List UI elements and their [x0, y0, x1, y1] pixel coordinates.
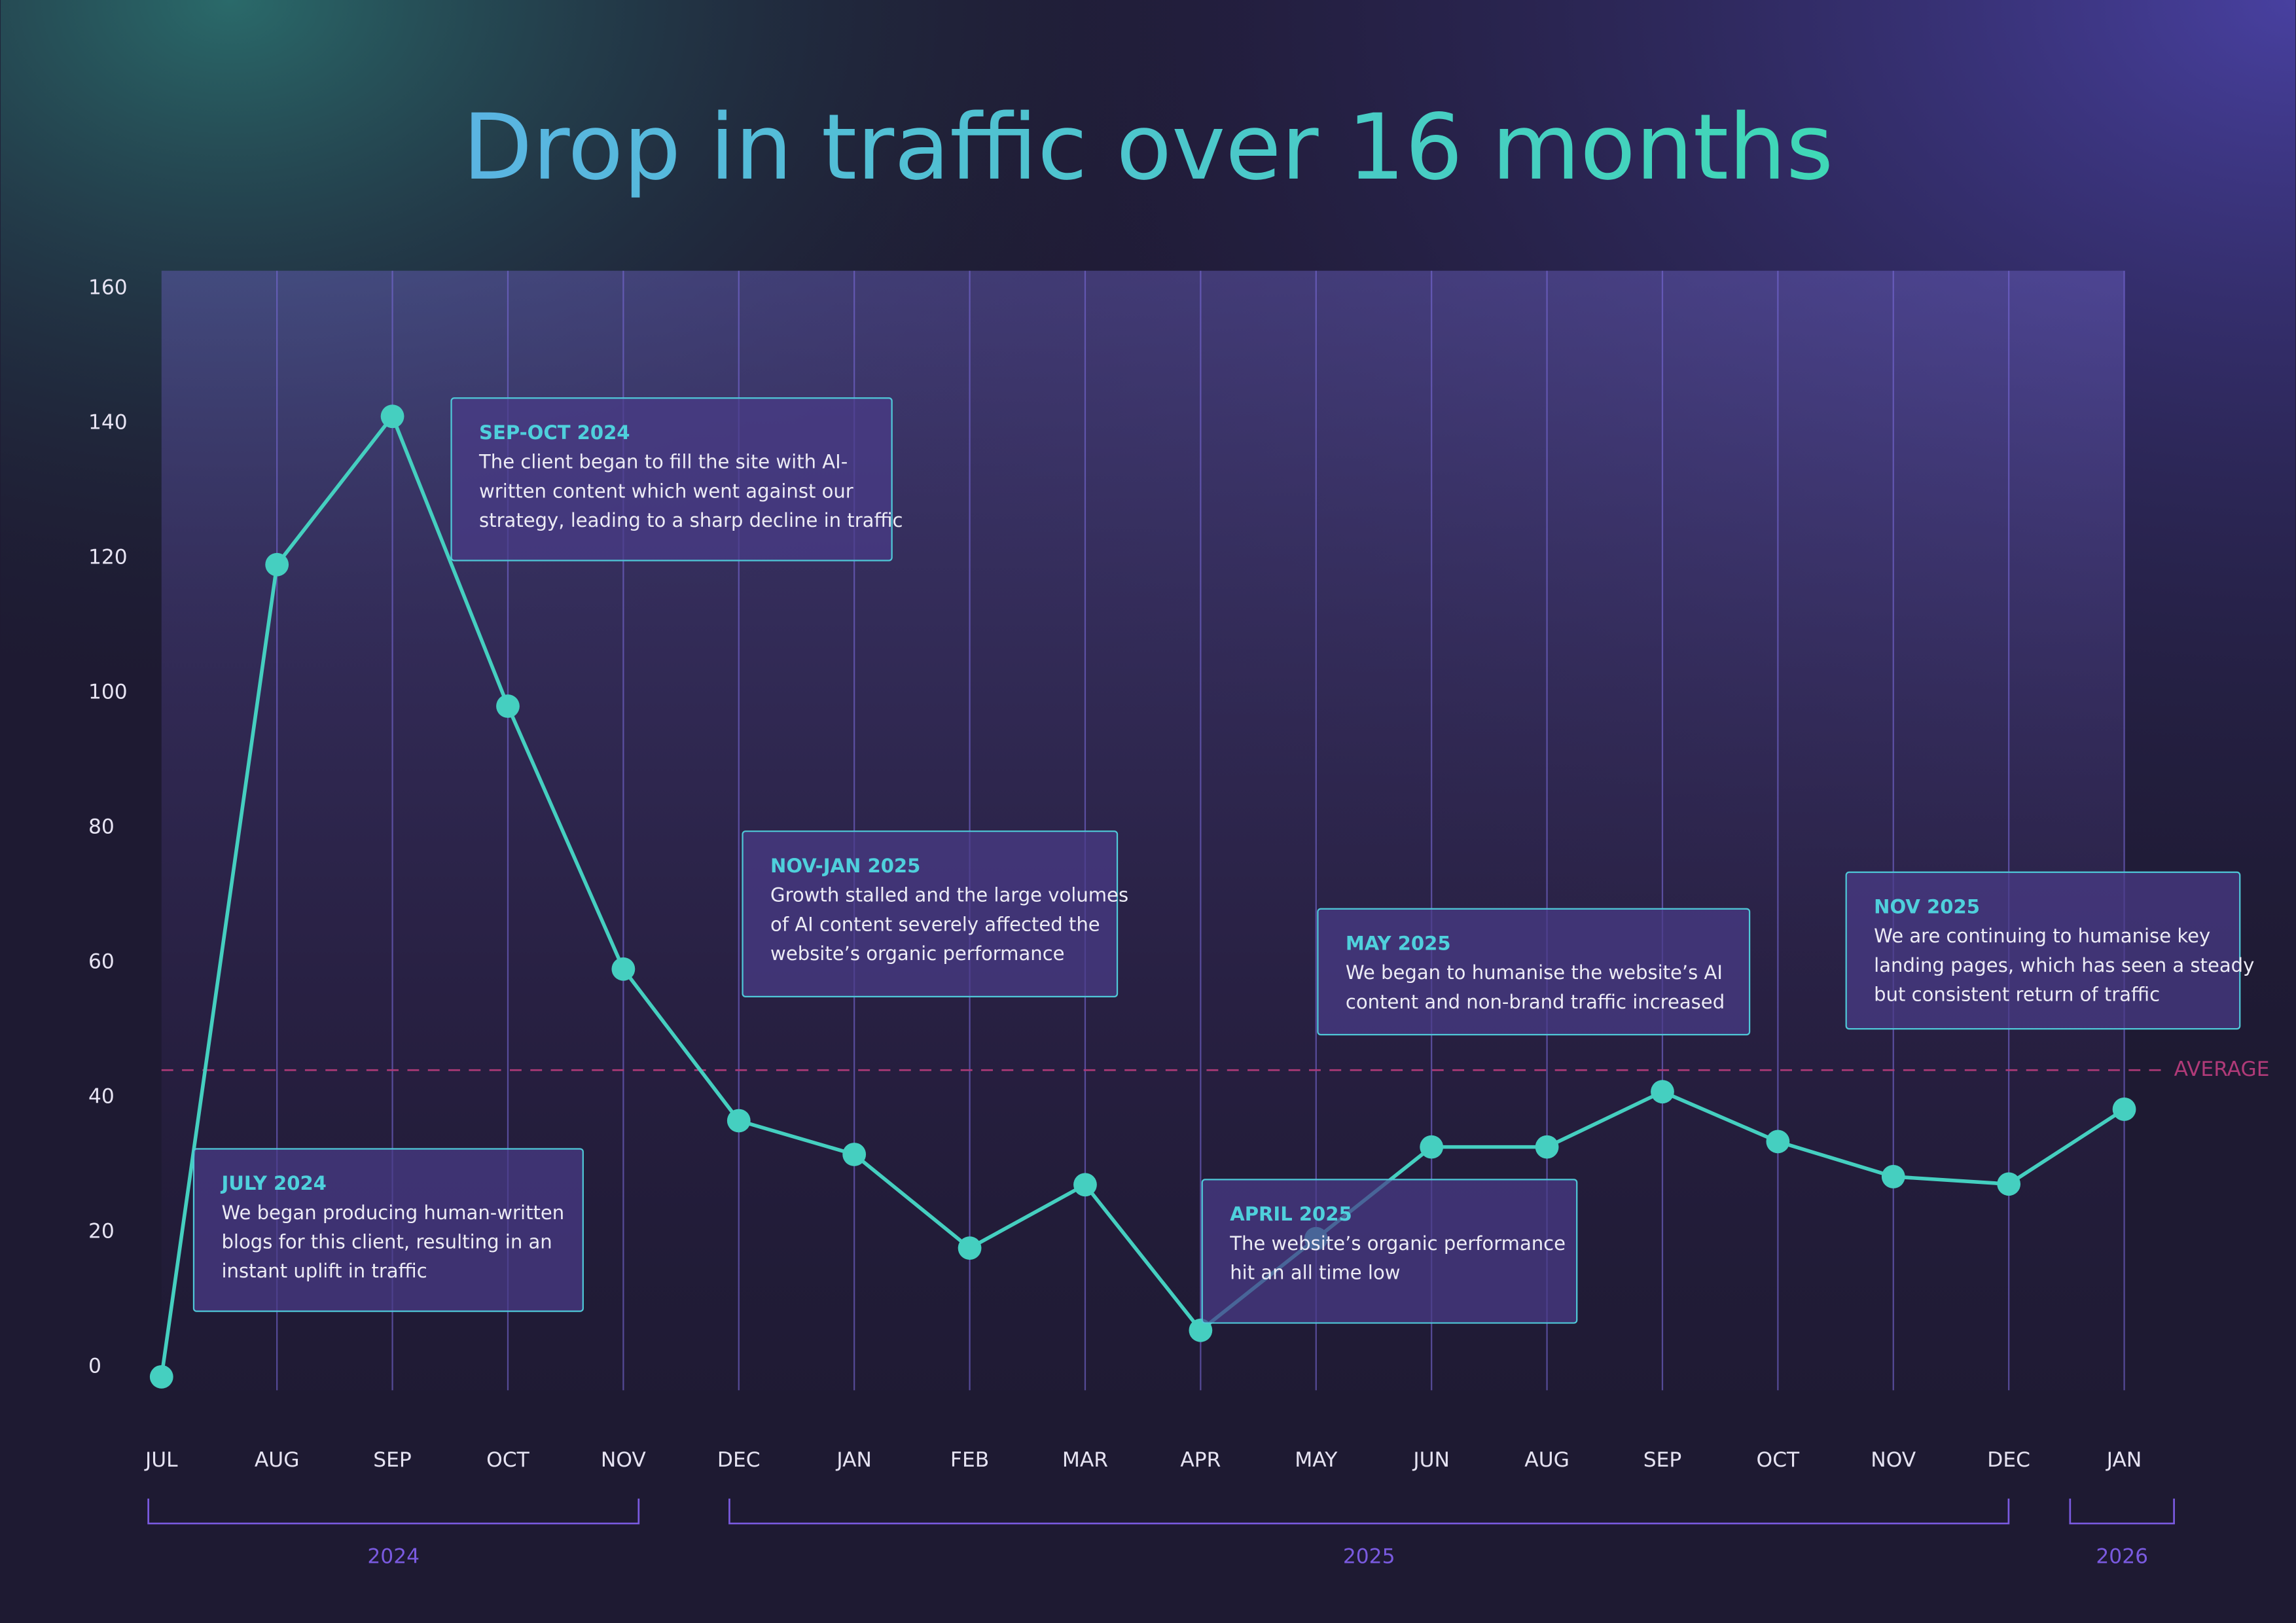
annotation-text: We began to humanise the website’s AI	[1346, 961, 1723, 984]
annotation-text: landing pages, which has seen a steady	[1874, 954, 2254, 976]
data-point	[496, 694, 520, 718]
data-point	[1420, 1135, 1444, 1159]
y-tick-label: 140	[88, 410, 128, 434]
data-point	[1766, 1130, 1790, 1154]
annotation-title: NOV-JAN 2025	[770, 855, 920, 877]
x-tick-label: OCT	[486, 1448, 529, 1472]
annotation-box	[450, 397, 893, 562]
year-bracket	[147, 1498, 640, 1525]
x-tick-label: JAN	[835, 1448, 872, 1472]
data-point	[842, 1143, 867, 1166]
annotation-text: We are continuing to humanise key	[1874, 925, 2210, 947]
year-label: 2025	[1343, 1544, 1395, 1568]
annotation-title: SEP-OCT 2024	[479, 421, 630, 444]
x-tick-label: JUN	[1412, 1448, 1450, 1472]
year-label: 2024	[367, 1544, 420, 1568]
year-label: 2026	[2096, 1544, 2148, 1568]
x-tick-label: MAY	[1295, 1448, 1338, 1472]
data-point	[1997, 1172, 2021, 1196]
data-point	[958, 1236, 982, 1260]
data-point	[380, 404, 404, 429]
data-point	[611, 957, 636, 981]
y-tick-label: 80	[88, 815, 115, 838]
y-tick-label: 20	[88, 1219, 115, 1243]
annotation-box	[1317, 908, 1751, 1036]
annotation-title: JULY 2024	[220, 1172, 326, 1194]
annotation-text: The client began to fill the site with A…	[478, 451, 848, 473]
year-bracket	[2069, 1498, 2175, 1525]
x-tick-label: JAN	[2106, 1448, 2142, 1472]
annotation-title: APRIL 2025	[1230, 1203, 1352, 1225]
annotation-box	[192, 1148, 584, 1312]
traffic-line	[160, 412, 2126, 1378]
annotation-text: content and non-brand traffic increased	[1346, 991, 1725, 1013]
data-point	[1881, 1165, 1905, 1188]
x-tick-label: JUL	[144, 1448, 178, 1472]
data-point	[1189, 1318, 1213, 1342]
x-tick-label: DEC	[1987, 1448, 2030, 1472]
annotation-text: hit an all time low	[1230, 1261, 1400, 1283]
data-point	[2112, 1097, 2136, 1121]
annotation-text: The website’s organic performance	[1229, 1232, 1566, 1255]
annotation-title: NOV 2025	[1874, 895, 1980, 918]
annotation-title: MAY 2025	[1346, 932, 1451, 954]
x-tick-label: FEB	[950, 1448, 989, 1472]
annotation-text: written content which went against our	[479, 480, 853, 502]
x-tick-label: MAR	[1062, 1448, 1108, 1472]
year-bracket	[728, 1498, 2010, 1525]
data-point	[1535, 1135, 1559, 1159]
annotation-text: blogs for this client, resulting in an	[221, 1231, 552, 1253]
annotation-box	[742, 830, 1119, 998]
annotation-text: instant uplift in traffic	[221, 1260, 427, 1282]
annotation-text: strategy, leading to a sharp decline in …	[479, 509, 903, 531]
y-tick-label: 160	[88, 276, 128, 299]
x-tick-label: DEC	[717, 1448, 761, 1472]
annotation-text: of AI content severely affected the	[770, 913, 1100, 935]
data-point	[149, 1364, 173, 1389]
data-point	[1651, 1080, 1674, 1104]
annotation-box	[1845, 871, 2241, 1030]
average-label: AVERAGE	[2174, 1058, 2270, 1081]
x-tick-label: SEP	[373, 1448, 412, 1472]
data-point	[1073, 1173, 1097, 1197]
data-point	[265, 552, 289, 577]
annotation-text: website’s organic performance	[770, 942, 1065, 965]
annotation-box	[1201, 1179, 1578, 1324]
x-tick-label: NOV	[1871, 1448, 1916, 1472]
annotation-text: We began producing human-written	[221, 1202, 564, 1224]
y-tick-label: 60	[88, 950, 115, 973]
annotation-text: but consistent return of traffic	[1874, 984, 2160, 1006]
x-tick-label: AUG	[255, 1448, 300, 1472]
y-tick-label: 100	[88, 680, 128, 704]
data-point	[726, 1109, 751, 1133]
y-tick-label: 0	[88, 1354, 101, 1378]
x-tick-label: SEP	[1643, 1448, 1682, 1472]
x-tick-label: AUG	[1524, 1448, 1570, 1472]
x-tick-label: NOV	[601, 1448, 646, 1472]
y-tick-label: 40	[88, 1084, 115, 1108]
x-tick-label: APR	[1180, 1448, 1221, 1472]
y-tick-label: 120	[88, 545, 128, 569]
annotation-text: Growth stalled and the large volumes	[770, 884, 1128, 906]
chart-title: Drop in traffic over 16 months	[463, 94, 1833, 200]
x-tick-label: OCT	[1757, 1448, 1800, 1472]
